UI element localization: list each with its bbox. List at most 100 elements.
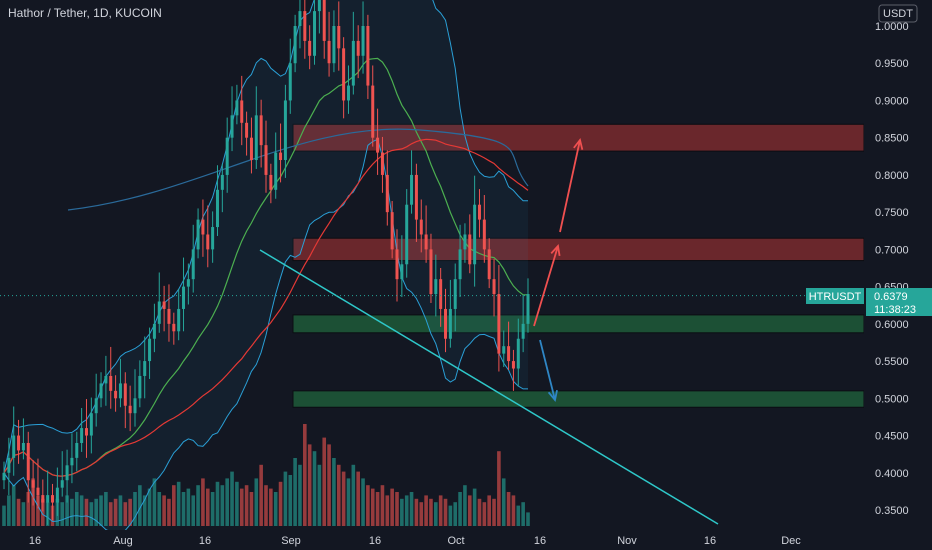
candle-body [235, 100, 239, 116]
volume-bar [79, 495, 84, 526]
volume-bar [147, 488, 152, 526]
candle-body [46, 495, 50, 503]
volume-bar [162, 495, 166, 526]
volume-bar [41, 498, 45, 526]
candle-body [123, 383, 127, 406]
candle-body [84, 428, 88, 436]
currency-box [878, 4, 918, 23]
volume-bar [472, 488, 477, 526]
candle-body [337, 26, 341, 49]
arrow-up-2-shaft [559, 139, 581, 233]
ma-slow-line [3, 138, 529, 477]
volume-bar [26, 492, 31, 526]
candle-body [167, 308, 171, 324]
support-zone-3 [292, 390, 865, 408]
volume-bar [487, 495, 491, 526]
candle-body [526, 294, 530, 324]
volume-bar [172, 485, 176, 526]
candle-body [55, 487, 59, 503]
volume-bar [307, 444, 312, 526]
volume-bar [176, 481, 181, 526]
candle-body [118, 383, 122, 399]
volume-bar [133, 492, 137, 526]
volume-bar [186, 488, 191, 526]
candle-body [429, 249, 433, 295]
volume-bar [113, 498, 118, 526]
candle-body [215, 189, 219, 228]
candle-body [371, 85, 375, 138]
y-tick-label: 0.5500 [875, 356, 909, 368]
candle-body [191, 249, 195, 280]
volume-bar [11, 485, 16, 526]
volume-bar [230, 471, 234, 526]
volume-bar [501, 478, 506, 526]
volume-bar [400, 498, 404, 526]
volume-bar [36, 495, 40, 526]
current-price-label: HTRUSDT 0.6379 11:38:23 [806, 288, 932, 316]
candle-body [12, 435, 16, 458]
arrow-up-2-head [573, 137, 584, 150]
time-axis[interactable]: 16 Aug 16 Sep 16 Oct 16 Nov 16 Dec [0, 530, 932, 550]
candle-body [376, 137, 380, 153]
candle-body [51, 495, 55, 503]
candle-body [502, 346, 506, 354]
volume-bar [424, 495, 428, 526]
candle-body [264, 145, 268, 175]
volume-bar [332, 458, 336, 526]
volume-bar [438, 495, 443, 526]
volume-bar [196, 485, 200, 526]
candle-body [400, 264, 404, 280]
volume-bar [7, 495, 11, 526]
x-tick-label: Sep [281, 535, 301, 547]
candle-body [157, 301, 161, 324]
candle-body [240, 100, 244, 123]
volume-bar [89, 502, 94, 526]
symbol-label: HTRUSDT [809, 291, 862, 303]
candle-body [80, 428, 84, 443]
volume-bar [395, 492, 399, 526]
y-tick-label: 1.0000 [875, 21, 909, 33]
candle-body [453, 279, 457, 309]
candle-body [259, 115, 263, 146]
candle-body [26, 442, 30, 481]
candle-body [521, 323, 525, 339]
candle-body [414, 174, 418, 220]
volume-bar [60, 502, 65, 526]
y-tick-label: 0.6000 [875, 319, 909, 331]
volume-bar [298, 464, 302, 526]
candle-body [410, 174, 414, 205]
price-axis-bg [864, 0, 932, 550]
candle-body [128, 405, 132, 414]
volume-bar [264, 485, 268, 526]
y-tick-label: 0.7000 [875, 244, 909, 256]
candle-body [390, 212, 394, 250]
volume-bar [254, 478, 259, 526]
candle-body [254, 115, 258, 161]
volume-bar [118, 495, 123, 526]
y-tick-label: 0.7500 [875, 207, 909, 219]
candle-body [31, 480, 35, 488]
volume-bar [84, 498, 89, 526]
volume-bar [293, 458, 297, 526]
candle-body [206, 234, 210, 250]
candle-body [225, 137, 229, 175]
volume-bar [375, 492, 380, 526]
candle-body [162, 301, 166, 309]
candle-body [298, 11, 302, 26]
volume-bar [467, 495, 472, 526]
candle-body [366, 26, 370, 86]
candle-body [288, 63, 292, 101]
candle-body [230, 115, 234, 138]
volume-bar [511, 495, 516, 526]
y-tick-label: 0.8500 [875, 133, 909, 145]
volume-bar [409, 492, 414, 526]
candle-body [380, 152, 384, 175]
arrow-down [539, 339, 558, 403]
candle-body [419, 219, 423, 235]
candle-body [351, 40, 355, 86]
volume-bar [65, 495, 69, 526]
currency-badge[interactable]: USDT [878, 4, 918, 23]
arrow-down-head [547, 390, 558, 403]
